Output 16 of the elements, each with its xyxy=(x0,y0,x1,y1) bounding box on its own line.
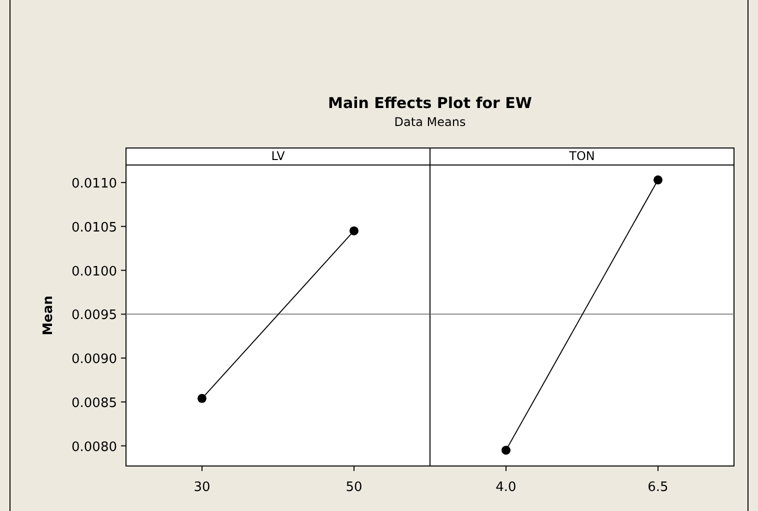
y-tick-label: 0.0085 xyxy=(72,396,117,411)
x-tick-label: 50 xyxy=(346,480,362,495)
y-tick-label: 0.0095 xyxy=(72,308,117,324)
text: TON xyxy=(568,149,595,163)
y-tick-label: 0.0100 xyxy=(72,264,117,280)
x-tick-label: 4.0 xyxy=(496,480,516,495)
x-tick-label: 6.5 xyxy=(648,480,668,495)
y-tick-label: 0.0080 xyxy=(72,440,117,455)
y-axis-title: Mean xyxy=(41,296,56,336)
chart-title: Main Effects Plot for EW xyxy=(328,94,532,112)
y-tick-label: 0.0105 xyxy=(72,220,117,236)
y-tick-label: 0.0090 xyxy=(72,352,117,368)
y-tick-label: 0.0110 xyxy=(72,176,117,192)
chart-subtitle: Data Means xyxy=(394,115,466,129)
x-tick-label: 30 xyxy=(194,480,210,495)
text: LV xyxy=(271,149,286,163)
